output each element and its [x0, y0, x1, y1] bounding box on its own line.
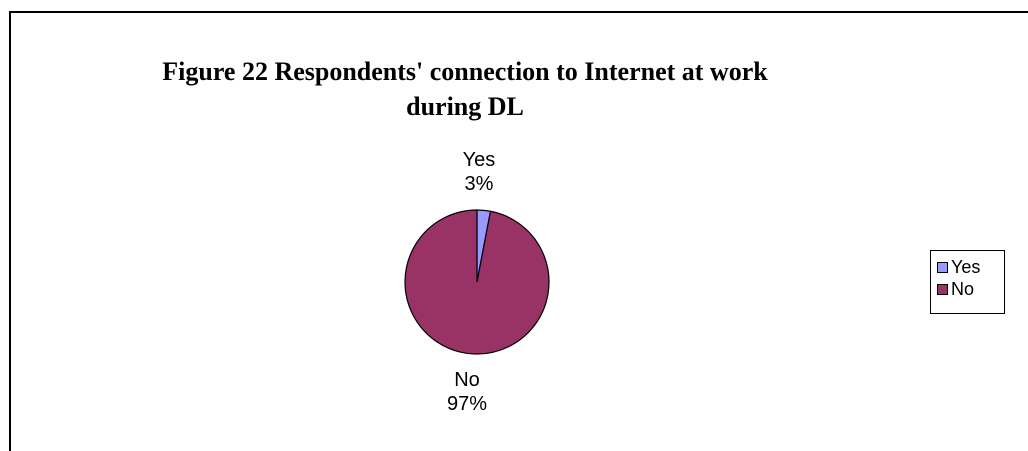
- legend-label-yes: Yes: [951, 256, 981, 277]
- legend-item-no: No: [937, 278, 1004, 300]
- legend-swatch-no: [937, 283, 948, 295]
- slice-label-yes: Yes 3%: [439, 148, 519, 196]
- legend-label-no: No: [951, 278, 975, 299]
- slice-percent-yes: 3%: [464, 173, 494, 195]
- pie-slice-no: [404, 209, 550, 355]
- slice-label-no: No 97%: [427, 368, 507, 416]
- legend-swatch-yes: [937, 261, 948, 273]
- slice-percent-no: 97%: [446, 393, 488, 415]
- legend: Yes No: [930, 250, 1005, 314]
- slice-category-yes: Yes: [462, 149, 496, 171]
- slice-category-no: No: [454, 369, 480, 391]
- chart-title: Figure 22 Respondents' connection to Int…: [162, 57, 768, 121]
- legend-item-yes: Yes: [937, 256, 1004, 278]
